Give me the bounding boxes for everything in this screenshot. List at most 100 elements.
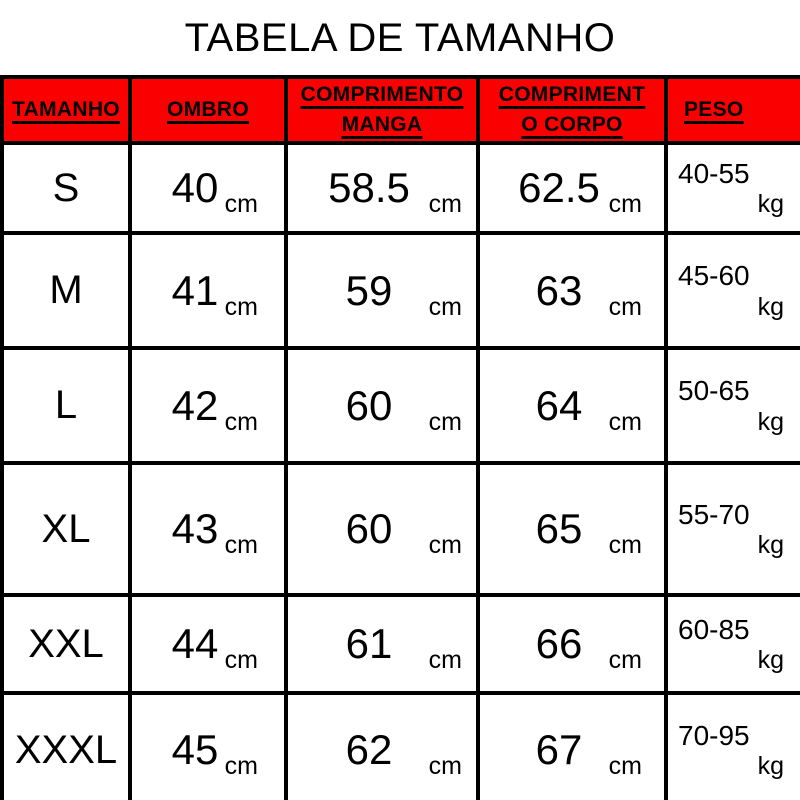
ombro-cell: 40 cm bbox=[132, 145, 288, 231]
corpo-cell: 67 cm bbox=[480, 695, 668, 800]
measure-value: 65 bbox=[535, 505, 583, 552]
unit-label: cm bbox=[224, 752, 258, 780]
weight-range: 70-95 bbox=[678, 719, 750, 751]
unit-label: kg bbox=[757, 531, 784, 560]
ombro-cell: 42 cm bbox=[132, 350, 288, 461]
size-cell: S bbox=[4, 145, 132, 231]
corpo-cell: 65 cm bbox=[480, 465, 668, 593]
unit-label: cm bbox=[428, 407, 462, 436]
unit-label: cm bbox=[224, 190, 258, 218]
unit-label: kg bbox=[757, 752, 784, 781]
unit-label: cm bbox=[428, 646, 462, 674]
manga-cell: 60 cm bbox=[288, 350, 480, 461]
measure-value: 64 bbox=[535, 381, 583, 429]
corpo-cell: 62.5 cm bbox=[480, 145, 668, 231]
unit-label: cm bbox=[224, 292, 258, 321]
unit-label: cm bbox=[608, 752, 642, 780]
header-label-line2: O CORPO bbox=[521, 112, 623, 136]
unit-label: cm bbox=[608, 531, 642, 559]
measure-value: 60 bbox=[345, 505, 393, 552]
size-value: M bbox=[49, 268, 83, 312]
page-title: TABELA DE TAMANHO bbox=[184, 16, 616, 60]
measure-value: 43 bbox=[171, 505, 219, 552]
measure-value: 40 bbox=[171, 164, 219, 211]
table-row-s: S 40 cm 58.5 cm 62.5 cm 40-55 kg bbox=[4, 145, 800, 235]
measure-value: 45 bbox=[171, 726, 219, 773]
header-cell-comprimento-corpo: COMPRIMENT O CORPO bbox=[480, 79, 668, 141]
unit-label: kg bbox=[757, 292, 784, 321]
header-label: TAMANHO bbox=[12, 97, 120, 121]
weight-range: 60-85 bbox=[678, 613, 750, 645]
size-value: S bbox=[52, 165, 80, 210]
header-label: OMBRO bbox=[167, 97, 249, 121]
header-label-line1: COMPRIMENTO bbox=[300, 83, 464, 107]
measure-value: 42 bbox=[171, 381, 219, 429]
unit-label: kg bbox=[757, 407, 784, 436]
corpo-cell: 63 cm bbox=[480, 235, 668, 346]
measure-value: 63 bbox=[535, 266, 583, 314]
weight-range: 55-70 bbox=[678, 498, 750, 530]
size-cell: M bbox=[4, 235, 132, 346]
size-value: XL bbox=[41, 506, 91, 551]
measure-value: 61 bbox=[345, 620, 393, 667]
measure-value: 66 bbox=[535, 620, 583, 667]
weight-range: 40-55 bbox=[678, 157, 750, 189]
measure-value: 41 bbox=[171, 266, 219, 314]
measure-value: 59 bbox=[345, 266, 393, 314]
measure-value: 67 bbox=[535, 726, 583, 773]
measure-value: 58.5 bbox=[328, 164, 410, 211]
unit-label: cm bbox=[428, 190, 462, 218]
table-header-row: TAMANHO OMBRO COMPRIMENTO MANGA COMPRIME… bbox=[4, 79, 800, 145]
corpo-cell: 64 cm bbox=[480, 350, 668, 461]
table-row-m: M 41 cm 59 cm 63 cm 45-60 kg bbox=[4, 235, 800, 350]
size-cell: XL bbox=[4, 465, 132, 593]
unit-label: cm bbox=[428, 752, 462, 780]
unit-label: cm bbox=[428, 292, 462, 321]
peso-cell: 70-95 kg bbox=[668, 695, 800, 800]
peso-cell: 60-85 kg bbox=[668, 597, 800, 691]
measure-value: 62.5 bbox=[518, 164, 600, 211]
ombro-cell: 44 cm bbox=[132, 597, 288, 691]
measure-value: 44 bbox=[171, 620, 219, 667]
table-row-xxl: XXL 44 cm 61 cm 66 cm 60-85 kg bbox=[4, 597, 800, 695]
header-cell-tamanho: TAMANHO bbox=[4, 79, 132, 141]
size-cell: XXXL bbox=[4, 695, 132, 800]
header-label-line1: COMPRIMENT bbox=[498, 83, 646, 107]
weight-range: 50-65 bbox=[678, 375, 750, 407]
size-value: XXXL bbox=[14, 727, 118, 772]
size-cell: XXL bbox=[4, 597, 132, 691]
unit-label: cm bbox=[608, 407, 642, 436]
unit-label: kg bbox=[757, 190, 784, 219]
header-cell-ombro: OMBRO bbox=[132, 79, 288, 141]
unit-label: kg bbox=[757, 646, 784, 675]
weight-range: 45-60 bbox=[678, 260, 750, 292]
manga-cell: 59 cm bbox=[288, 235, 480, 346]
manga-cell: 58.5 cm bbox=[288, 145, 480, 231]
unit-label: cm bbox=[428, 531, 462, 559]
header-label-line2: MANGA bbox=[341, 112, 423, 136]
header-label: PESO bbox=[684, 97, 744, 121]
unit-label: cm bbox=[224, 407, 258, 436]
manga-cell: 60 cm bbox=[288, 465, 480, 593]
peso-cell: 45-60 kg bbox=[668, 235, 800, 346]
unit-label: cm bbox=[608, 190, 642, 218]
ombro-cell: 41 cm bbox=[132, 235, 288, 346]
header-cell-comprimento-manga: COMPRIMENTO MANGA bbox=[288, 79, 480, 141]
manga-cell: 61 cm bbox=[288, 597, 480, 691]
peso-cell: 40-55 kg bbox=[668, 145, 800, 231]
size-table: TAMANHO OMBRO COMPRIMENTO MANGA COMPRIME… bbox=[0, 75, 800, 800]
unit-label: cm bbox=[608, 646, 642, 674]
size-cell: L bbox=[4, 350, 132, 461]
unit-label: cm bbox=[608, 292, 642, 321]
size-value: L bbox=[54, 383, 78, 427]
ombro-cell: 45 cm bbox=[132, 695, 288, 800]
table-row-xl: XL 43 cm 60 cm 65 cm 55-70 kg bbox=[4, 465, 800, 597]
corpo-cell: 66 cm bbox=[480, 597, 668, 691]
manga-cell: 62 cm bbox=[288, 695, 480, 800]
measure-value: 60 bbox=[345, 381, 393, 429]
peso-cell: 50-65 kg bbox=[668, 350, 800, 461]
unit-label: cm bbox=[224, 531, 258, 559]
table-row-l: L 42 cm 60 cm 64 cm 50-65 kg bbox=[4, 350, 800, 465]
header-cell-peso: PESO bbox=[668, 79, 800, 141]
size-value: XXL bbox=[28, 621, 104, 666]
